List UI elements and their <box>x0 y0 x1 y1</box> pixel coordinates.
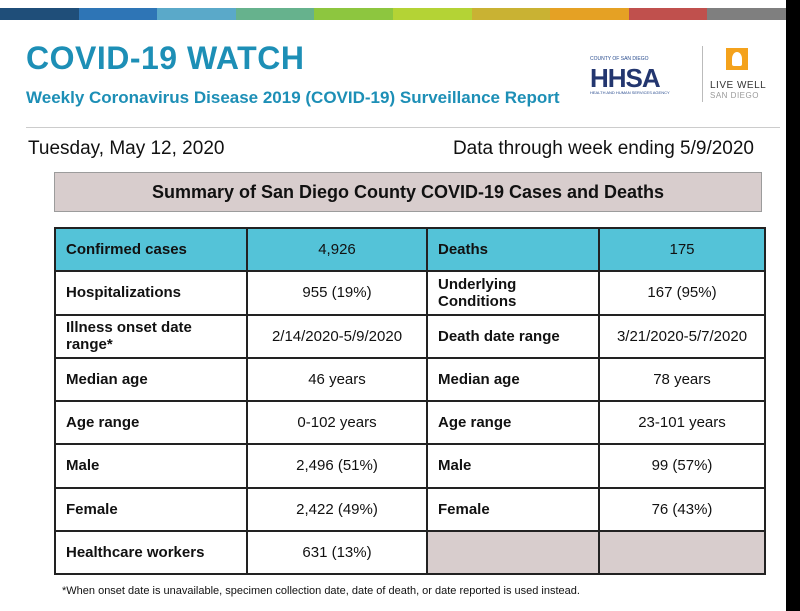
cases-value-cell: 955 (19%) <box>246 270 428 316</box>
live-well-logo: LIVE WELL SAN DIEGO <box>708 48 770 104</box>
table-row: Male 2,496 (51%) Male 99 (57%) <box>54 443 766 489</box>
color-stripe-segment <box>707 8 786 20</box>
live-well-logo-line2: SAN DIEGO <box>710 91 759 100</box>
deaths-value-cell: 99 (57%) <box>598 443 766 489</box>
table-row: Median age 46 years Median age 78 years <box>54 356 766 403</box>
cases-label-cell: Male <box>54 443 248 489</box>
deaths-value-cell: 23-101 years <box>598 399 766 446</box>
color-stripe-segment <box>314 8 393 20</box>
deaths-label-cell: Median age <box>426 356 600 403</box>
cases-label-cell: Confirmed cases <box>54 226 248 273</box>
color-stripe-segment <box>628 8 708 20</box>
deaths-label-cell <box>426 529 600 576</box>
deaths-value-cell: 175 <box>598 226 766 273</box>
deaths-value-cell <box>598 529 766 576</box>
color-stripe-segment <box>78 8 158 20</box>
cases-value-cell: 2,422 (49%) <box>246 486 428 532</box>
cases-value-cell: 0-102 years <box>246 399 428 446</box>
table-row: Age range 0-102 years Age range 23-101 year… <box>54 399 766 446</box>
person-logo-icon <box>726 48 748 70</box>
color-stripe-bar <box>0 8 786 20</box>
cases-value-cell: 631 (13%) <box>246 529 428 576</box>
cases-label-cell: Median age <box>54 356 248 403</box>
deaths-value-cell: 78 years <box>598 356 766 403</box>
data-through-date: Data through week ending 5/9/2020 <box>452 138 754 159</box>
header-divider <box>26 127 780 128</box>
cases-value-cell: 4,926 <box>246 226 428 273</box>
live-well-logo-line1: LIVE WELL <box>710 80 767 91</box>
hhsa-logo: COUNTY OF SAN DIEGO HHSA HEALTH AND HUMA… <box>590 56 690 96</box>
table-row: Confirmed cases 4,926 Deaths 175 <box>54 226 766 273</box>
cases-value-cell: 2,496 (51%) <box>246 443 428 489</box>
table-row: Hospitalizations 955 (19%) Underlying Cond… <box>54 270 766 316</box>
deaths-label-cell: Death date range <box>426 313 600 359</box>
deaths-label-cell: Underlying Conditions <box>426 270 600 316</box>
cases-value-cell: 2/14/2020-5/9/2020 <box>246 313 428 359</box>
color-stripe-segment <box>392 8 472 20</box>
table-row: Healthcare workers 631 (13%) <box>54 529 766 576</box>
color-stripe-segment <box>157 8 236 20</box>
deaths-label-cell: Male <box>426 443 600 489</box>
color-stripe-segment <box>550 8 629 20</box>
table-row: Illness onset date range* 2/14/2020-5/9/2… <box>54 313 766 359</box>
cases-label-cell: Healthcare workers <box>54 529 248 576</box>
hhsa-logo-agency: HEALTH AND HUMAN SERVICES AGENCY <box>590 90 670 95</box>
color-stripe-segment <box>471 8 551 20</box>
deaths-label-cell: Female <box>426 486 600 532</box>
summary-table: Confirmed cases 4,926 Deaths 175 Hospitaliza… <box>54 226 766 576</box>
page-title: COVID-19 WATCH <box>26 40 305 76</box>
report-date: Tuesday, May 12, 2020 <box>28 138 225 159</box>
cases-value-cell: 46 years <box>246 356 428 403</box>
cases-label-cell: Hospitalizations <box>54 270 248 316</box>
deaths-label-cell: Deaths <box>426 226 600 273</box>
deaths-value-cell: 3/21/2020-5/7/2020 <box>598 313 766 359</box>
logo-divider <box>702 46 703 102</box>
hhsa-logo-text: HHSA <box>590 63 661 93</box>
deaths-label-cell: Age range <box>426 399 600 446</box>
cases-label-cell: Female <box>54 486 248 532</box>
table-row: Female 2,422 (49%) Female 76 (43%) <box>54 486 766 532</box>
deaths-value-cell: 167 (95%) <box>598 270 766 316</box>
color-stripe-segment <box>0 8 79 20</box>
footnote: *When onset date is unavailable, specime… <box>62 585 580 597</box>
cases-label-cell: Age range <box>54 399 248 446</box>
color-stripe-segment <box>235 8 315 20</box>
hhsa-logo-county: COUNTY OF SAN DIEGO <box>590 56 649 62</box>
deaths-value-cell: 76 (43%) <box>598 486 766 532</box>
summary-title: Summary of San Diego County COVID-19 Cas… <box>54 172 762 212</box>
page-subtitle: Weekly Coronavirus Disease 2019 (COVID-1… <box>26 88 560 107</box>
cases-label-cell: Illness onset date range* <box>54 313 248 359</box>
